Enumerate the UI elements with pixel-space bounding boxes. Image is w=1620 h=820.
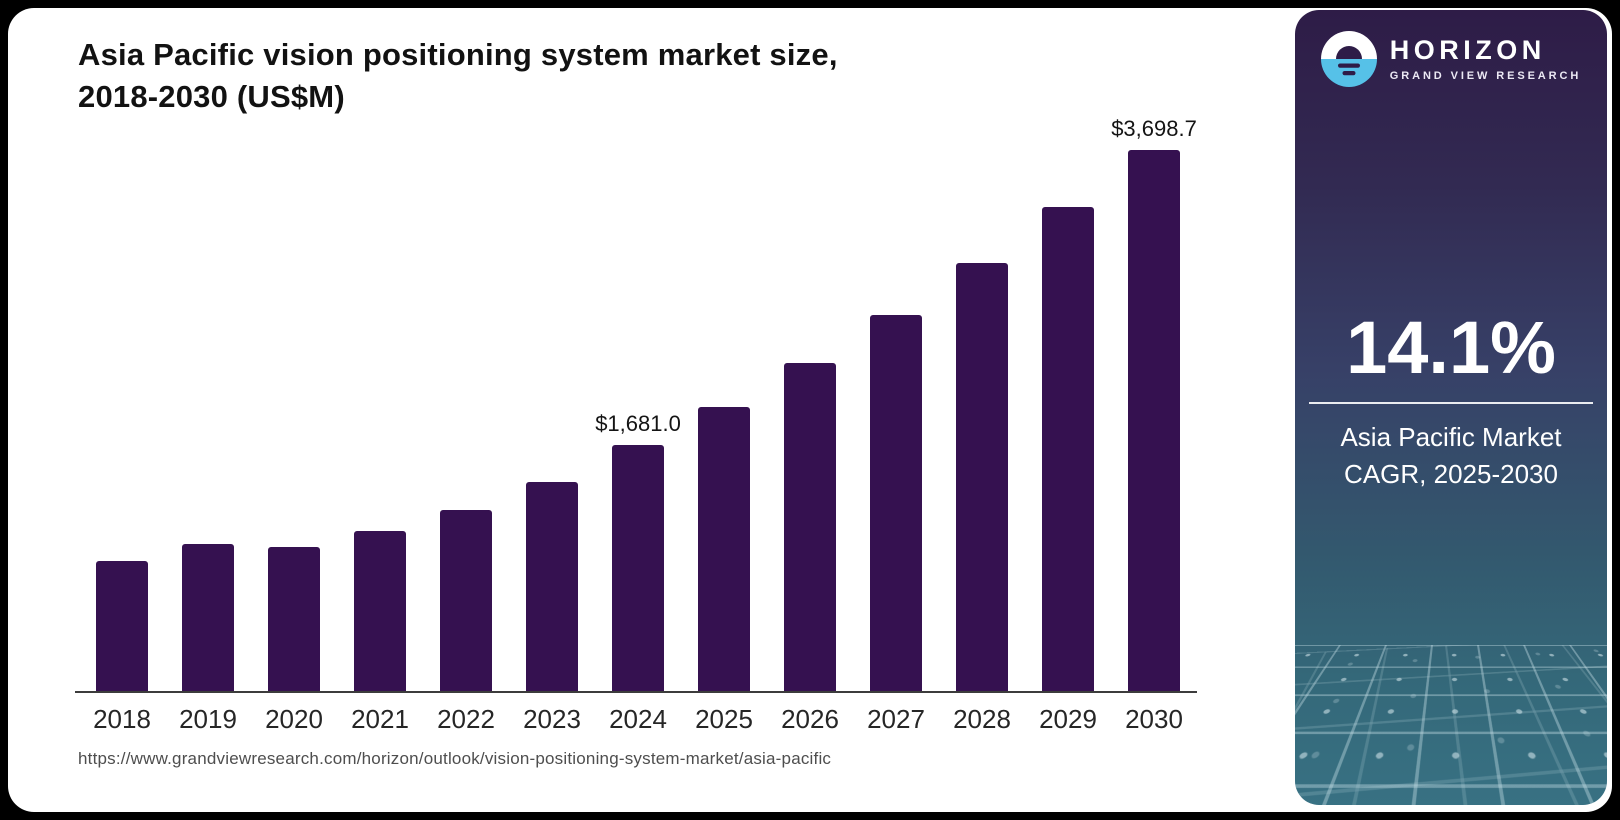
bar-value-label-2030: $3,698.7 <box>1111 116 1197 141</box>
bar-column-2023 <box>526 482 578 691</box>
x-tick-2030: 2030 <box>1125 704 1183 734</box>
x-tick-2019: 2019 <box>179 704 237 734</box>
cagr-caption: Asia Pacific Market CAGR, 2025-2030 <box>1295 419 1607 493</box>
bar-2026 <box>784 363 836 691</box>
sidebar: HORIZON GRAND VIEW RESEARCH 14.1% Asia P… <box>1295 10 1607 805</box>
x-tick-2024: 2024 <box>609 704 667 734</box>
bar-2022 <box>440 510 492 691</box>
stat-divider <box>1309 402 1593 404</box>
cagr-stat-block: 14.1% Asia Pacific Market CAGR, 2025-203… <box>1295 308 1607 493</box>
report-card: Asia Pacific vision positioning system m… <box>8 8 1612 812</box>
x-axis-tick-labels: 2018 2019 2020 2021 2022 2023 2024 2025 2026 2027… <box>93 704 1183 735</box>
bar-2030 <box>1128 150 1180 691</box>
x-tick-2020: 2020 <box>265 704 323 734</box>
bar-column-2020 <box>268 547 320 691</box>
bar-column-2026 <box>784 363 836 691</box>
brand-name: HORIZON <box>1389 34 1546 65</box>
brand-block: HORIZON GRAND VIEW RESEARCH <box>1295 31 1607 87</box>
bar-2024 <box>612 445 664 691</box>
x-tick-2022: 2022 <box>437 704 495 734</box>
x-tick-2028: 2028 <box>953 704 1011 734</box>
horizon-sun-logo-icon <box>1320 31 1377 87</box>
bar-value-label-2024: $1,681.0 <box>595 411 681 436</box>
wireframe-mesh-decoration <box>1295 645 1607 805</box>
bar-2019 <box>182 544 234 691</box>
x-tick-2027: 2027 <box>867 704 925 734</box>
source-url[interactable]: https://www.grandviewresearch.com/horizo… <box>78 749 832 768</box>
bar-column-2021 <box>354 531 406 691</box>
bar-column-2018 <box>96 561 148 691</box>
bar-column-2024: $1,681.0 <box>595 411 681 691</box>
cagr-caption-line2: CAGR, 2025-2030 <box>1344 459 1558 489</box>
bar-2029 <box>1042 207 1094 691</box>
chart-title: Asia Pacific vision positioning system m… <box>78 34 838 118</box>
x-tick-2025: 2025 <box>695 704 753 734</box>
x-tick-2018: 2018 <box>93 704 151 734</box>
brand-text: HORIZON GRAND VIEW RESEARCH <box>1389 34 1582 82</box>
bar-2027 <box>870 315 922 691</box>
bar-2023 <box>526 482 578 691</box>
x-tick-2023: 2023 <box>523 704 581 734</box>
bar-column-2029 <box>1042 207 1094 691</box>
bar-column-2027 <box>870 315 922 691</box>
chart-title-line2: 2018-2030 (US$M) <box>78 79 345 114</box>
cagr-caption-line1: Asia Pacific Market <box>1340 422 1562 452</box>
x-tick-2026: 2026 <box>781 704 839 734</box>
x-tick-2021: 2021 <box>351 704 409 734</box>
bar-column-2030: $3,698.7 <box>1111 116 1197 691</box>
chart-title-line1: Asia Pacific vision positioning system m… <box>78 37 838 72</box>
cagr-value: 14.1% <box>1346 306 1556 389</box>
brand-tagline: GRAND VIEW RESEARCH <box>1389 69 1582 82</box>
bar-column-2022 <box>440 510 492 691</box>
bar-2025 <box>698 407 750 691</box>
x-tick-2029: 2029 <box>1039 704 1097 734</box>
bar-2018 <box>96 561 148 691</box>
bar-2020 <box>268 547 320 691</box>
x-axis-line <box>75 691 1197 693</box>
bar-chart: $1,681.0 $3,698.7 <box>96 116 1197 691</box>
bar-column-2019 <box>182 544 234 691</box>
bar-2028 <box>956 263 1008 691</box>
bar-column-2025 <box>698 407 750 691</box>
bar-column-2028 <box>956 263 1008 691</box>
bar-2021 <box>354 531 406 691</box>
